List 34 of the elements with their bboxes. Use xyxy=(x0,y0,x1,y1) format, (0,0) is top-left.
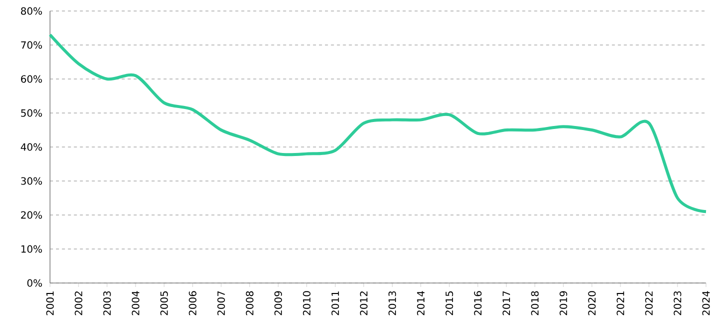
x-tick-label: 2013 xyxy=(388,291,396,316)
x-tick-label: 2006 xyxy=(188,291,196,316)
y-tick-label: 80% xyxy=(21,7,42,15)
line-series xyxy=(48,33,708,214)
y-tick-label: 20% xyxy=(21,211,42,219)
y-tick-label: 40% xyxy=(20,143,42,151)
y-tick-label: 50% xyxy=(21,109,42,117)
x-tick-label: 2019 xyxy=(560,291,568,316)
x-tick-label: 2017 xyxy=(502,291,510,316)
x-tick-label: 2020 xyxy=(588,291,596,316)
x-tick-label: 2004 xyxy=(132,291,140,316)
y-tick-label: 10% xyxy=(21,245,42,253)
y-tick-label: 30% xyxy=(21,177,42,185)
x-tick-label: 2007 xyxy=(217,291,225,316)
x-tick-label: 2008 xyxy=(246,291,254,316)
x-tick-label: 2018 xyxy=(531,291,539,316)
x-tick-label: 2005 xyxy=(160,291,168,316)
x-tick-label: 2012 xyxy=(360,292,368,316)
y-tick-label: 0% xyxy=(27,279,42,287)
x-tick-label: 2014 xyxy=(417,291,425,316)
x-tick-label: 2016 xyxy=(474,291,482,316)
x-tick-label: 2024 xyxy=(702,291,710,316)
x-tick-label: 2001 xyxy=(46,291,54,316)
x-tick-label: 2009 xyxy=(274,291,282,316)
x-tick-label: 2023 xyxy=(674,291,682,316)
x-tick-label: 2003 xyxy=(103,291,111,316)
x-tick-label: 2021 xyxy=(616,291,624,316)
x-tick-label: 2022 xyxy=(645,292,653,316)
x-tick-label: 2015 xyxy=(446,291,454,316)
x-tick-label: 2002 xyxy=(74,292,82,316)
x-tick-label: 2011 xyxy=(331,291,339,316)
y-tick-label: 60% xyxy=(21,75,42,83)
y-tick-label: 70% xyxy=(21,41,42,49)
x-tick-label: 2010 xyxy=(302,291,310,316)
